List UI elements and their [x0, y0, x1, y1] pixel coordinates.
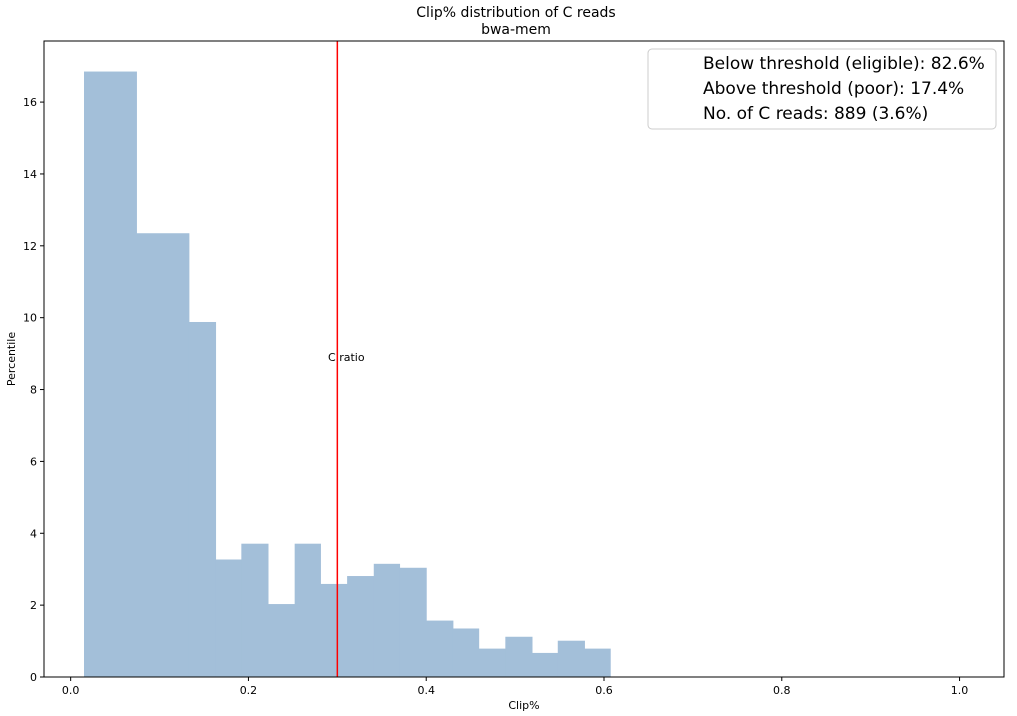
x-tick-label-3: 0.6: [595, 684, 613, 697]
legend-entry-read-count: No. of C reads: 889 (3.6%): [703, 104, 928, 124]
plot-frame: [43, 40, 1005, 678]
histogram-bar-11: [426, 620, 454, 677]
histogram-bar-17: [584, 648, 611, 677]
histogram-bar-14: [505, 636, 533, 677]
histogram-bar-13: [478, 648, 506, 677]
x-tick-label-5: 1.0: [951, 684, 969, 697]
histogram-bar-4: [241, 543, 269, 677]
y-tick-label-1: 2: [30, 599, 37, 612]
histogram-bar-3: [215, 559, 242, 677]
x-tick-label-4: 0.8: [773, 684, 791, 697]
y-tick-label-5: 10: [23, 312, 37, 325]
x-tick-label-0: 0.0: [62, 684, 80, 697]
histogram-bar-12: [452, 628, 480, 677]
legend-entry-below-threshold: Below threshold (eligible): 82.6%: [703, 54, 985, 74]
legend: Below threshold (eligible): 82.6% Above …: [647, 48, 997, 130]
histogram-bar-10: [399, 567, 427, 677]
x-axis-label: Clip%: [508, 699, 539, 712]
y-tick-label-2: 4: [30, 527, 37, 540]
y-tick-label-8: 16: [23, 96, 37, 109]
y-tick-label-0: 0: [30, 671, 37, 684]
legend-entry-above-threshold: Above threshold (poor): 17.4%: [703, 79, 964, 99]
y-axis-ticks: 0 2 4 6 8 10 12 14 16: [23, 96, 44, 684]
x-tick-label-2: 0.4: [417, 684, 435, 697]
histogram-bar-16: [557, 640, 585, 677]
histogram-bar-0: [84, 71, 137, 678]
histogram-bar-15: [532, 652, 559, 677]
chart-subtitle: bwa-mem: [481, 22, 551, 38]
threshold-label: C ratio: [328, 351, 365, 364]
histogram-bar-5: [268, 604, 296, 677]
histogram-bar-7: [320, 583, 348, 677]
y-tick-label-4: 8: [30, 384, 37, 397]
y-tick-label-7: 14: [23, 168, 37, 181]
y-axis-label: Percentile: [5, 332, 18, 387]
histogram-bar-8: [347, 576, 375, 677]
y-tick-label-6: 12: [23, 240, 37, 253]
histogram-bars: [84, 71, 611, 678]
chart-title: Clip% distribution of C reads: [416, 5, 615, 21]
legend-box: [647, 48, 997, 130]
y-tick-label-3: 6: [30, 455, 37, 468]
histogram-bar-1: [136, 233, 190, 677]
x-tick-label-1: 0.2: [240, 684, 258, 697]
histogram-bar-9: [373, 563, 401, 677]
x-axis-ticks: 0.0 0.2 0.4 0.6 0.8 1.0: [62, 677, 968, 697]
histogram-bar-2: [188, 321, 217, 677]
histogram-bar-6: [294, 543, 321, 677]
